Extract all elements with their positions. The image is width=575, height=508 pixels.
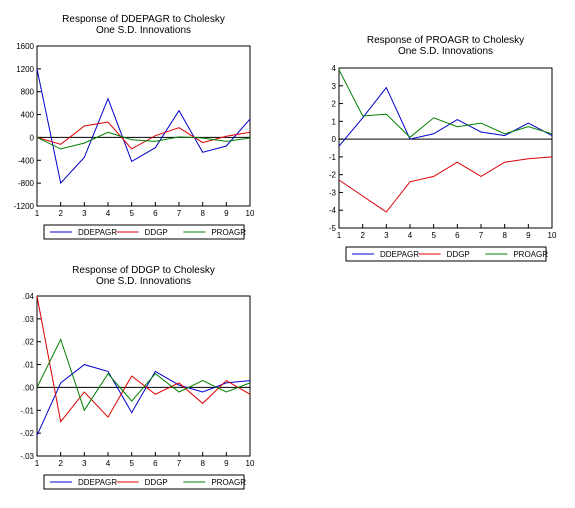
x-tick-label: 4 xyxy=(106,459,111,468)
series-line-ddgp xyxy=(36,121,251,150)
y-tick-label: .04 xyxy=(23,292,35,301)
x-tick-label: 4 xyxy=(408,231,413,240)
chart-subtitle: One S.D. Innovations xyxy=(96,276,191,287)
x-tick-label: 3 xyxy=(82,459,87,468)
y-tick-label: 400 xyxy=(21,111,35,120)
x-tick-label: 10 xyxy=(246,209,255,218)
y-tick-label: -3 xyxy=(329,188,337,197)
y-tick-label: 1 xyxy=(332,117,337,126)
x-tick-label: 7 xyxy=(177,209,182,218)
y-tick-label: .01 xyxy=(23,361,35,370)
series-line-proagr xyxy=(36,338,251,412)
y-tick-label: -1200 xyxy=(14,202,35,211)
x-tick-label: 1 xyxy=(337,231,342,240)
y-tick-label: 800 xyxy=(21,88,35,97)
legend-label-ddepagr: DDEPAGR xyxy=(380,250,419,259)
y-tick-label: .00 xyxy=(23,383,35,392)
series-line-ddepagr xyxy=(36,364,251,436)
y-tick-label: -400 xyxy=(18,156,35,165)
y-tick-label: 2 xyxy=(332,100,337,109)
legend-label-ddgp: DDGP xyxy=(447,250,470,259)
y-tick-label: -2 xyxy=(329,171,337,180)
plot-frame xyxy=(338,67,553,229)
y-tick-label: -1 xyxy=(329,153,337,162)
x-tick-label: 2 xyxy=(58,209,63,218)
chart-title: Response of DDGP to Cholesky xyxy=(72,265,215,276)
x-tick-label: 6 xyxy=(455,231,460,240)
y-tick-label: -5 xyxy=(329,224,337,233)
x-tick-label: 9 xyxy=(526,231,531,240)
legend: DDEPAGR DDGP PROAGR xyxy=(43,474,246,490)
x-tick-label: 7 xyxy=(479,231,484,240)
x-tick-label: 2 xyxy=(58,459,63,468)
x-tick-label: 4 xyxy=(106,209,111,218)
x-tick-label: 9 xyxy=(224,459,229,468)
y-tick-label: -800 xyxy=(18,179,35,188)
x-tick-label: 7 xyxy=(177,459,182,468)
series-line-ddgp xyxy=(36,295,251,423)
legend: DDEPAGR DDGP PROAGR xyxy=(345,246,548,262)
x-tick-label: 1 xyxy=(35,209,40,218)
x-tick-label: 8 xyxy=(200,209,205,218)
x-tick-label: 3 xyxy=(384,231,389,240)
x-tick-label: 5 xyxy=(129,459,134,468)
x-tick-label: 5 xyxy=(129,209,134,218)
legend-label-proagr: PROAGR xyxy=(211,228,246,237)
legend-label-ddgp: DDGP xyxy=(145,228,168,237)
series-line-ddepagr xyxy=(36,68,251,185)
chart-subtitle: One S.D. Innovations xyxy=(398,46,493,57)
legend-label-proagr: PROAGR xyxy=(211,478,246,487)
y-tick-label: -4 xyxy=(329,206,337,215)
y-tick-label: 1200 xyxy=(16,65,34,74)
x-tick-label: 2 xyxy=(360,231,365,240)
y-tick-label: 0 xyxy=(332,135,337,144)
y-tick-label: .02 xyxy=(23,338,35,347)
legend-label-ddepagr: DDEPAGR xyxy=(78,228,117,237)
series-line-ddepagr xyxy=(338,86,553,147)
chart-subtitle: One S.D. Innovations xyxy=(96,25,191,36)
legend-label-ddepagr: DDEPAGR xyxy=(78,478,117,487)
x-tick-label: 5 xyxy=(431,231,436,240)
y-tick-label: 3 xyxy=(332,82,337,91)
legend-label-ddgp: DDGP xyxy=(145,478,168,487)
x-tick-label: 1 xyxy=(35,459,40,468)
x-tick-label: 8 xyxy=(200,459,205,468)
x-tick-label: 6 xyxy=(153,459,158,468)
y-tick-label: 4 xyxy=(332,64,337,73)
plot-frame xyxy=(36,45,251,207)
y-tick-label: -.01 xyxy=(20,406,34,415)
y-tick-label: -.03 xyxy=(20,452,34,461)
series-line-proagr xyxy=(36,131,251,150)
y-tick-label: 0 xyxy=(30,133,35,142)
x-tick-label: 9 xyxy=(224,209,229,218)
legend-box xyxy=(43,474,245,490)
x-tick-label: 3 xyxy=(82,209,87,218)
y-tick-label: -.02 xyxy=(20,429,34,438)
plot-frame xyxy=(36,295,251,457)
x-tick-label: 10 xyxy=(548,231,557,240)
x-tick-label: 8 xyxy=(502,231,507,240)
legend: DDEPAGR DDGP PROAGR xyxy=(43,224,246,240)
y-tick-label: 1600 xyxy=(16,42,34,51)
x-tick-label: 6 xyxy=(153,209,158,218)
chart-title: Response of PROAGR to Cholesky xyxy=(367,35,524,46)
x-tick-label: 10 xyxy=(246,459,255,468)
y-tick-label: .03 xyxy=(23,315,35,324)
legend-box xyxy=(43,224,245,240)
legend-box xyxy=(345,246,547,262)
series-line-proagr xyxy=(338,69,553,138)
series-line-ddgp xyxy=(338,156,553,213)
chart-title: Response of DDEPAGR to Cholesky xyxy=(62,14,225,25)
legend-label-proagr: PROAGR xyxy=(513,250,548,259)
